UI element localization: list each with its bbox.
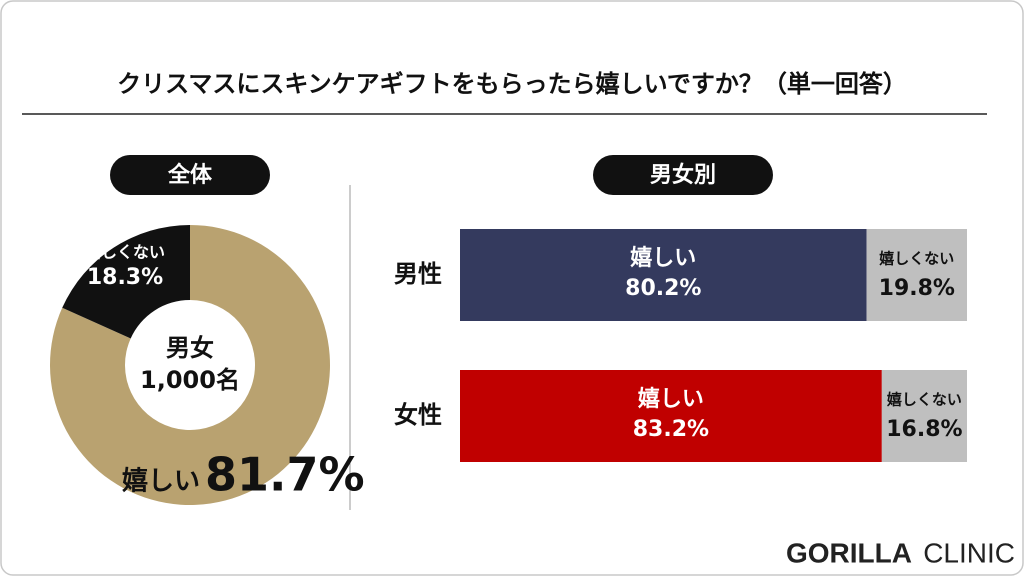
bar-segment	[460, 229, 867, 321]
logo-bold: GORILLA	[786, 537, 912, 568]
value-label: 19.8%	[879, 276, 955, 301]
value-label: 16.8%	[886, 417, 962, 442]
value-label: 83.2%	[633, 417, 709, 442]
slice-name: 嬉しくない	[84, 243, 165, 262]
segment-name: 嬉しくない	[886, 391, 962, 409]
donut-slice	[49, 225, 330, 505]
bar-segment	[881, 370, 967, 462]
slice-value: 18.3%	[87, 265, 163, 290]
value-label: 80.2%	[625, 276, 701, 301]
y-tick-label: 女性	[394, 401, 442, 429]
logo-light: CLINIC	[923, 537, 1015, 568]
slice-value: 81.7%	[205, 448, 365, 502]
heading-pill	[110, 155, 270, 195]
segment-name: 嬉しい	[630, 245, 696, 271]
chart-heading: 全体	[167, 162, 213, 188]
chart-heading: 男女別	[650, 162, 716, 188]
page-title: クリスマスにスキンケアギフトをもらったら嬉しいですか？（単一回答）	[117, 70, 907, 98]
bar-segment	[866, 229, 967, 321]
center-label: 1,000名	[140, 366, 240, 394]
bar-segment	[460, 370, 882, 462]
segment-name: 嬉しい	[638, 386, 704, 412]
segment-name: 嬉しくない	[878, 250, 954, 268]
y-tick-label: 男性	[394, 260, 442, 288]
donut-slice	[62, 225, 191, 339]
center-label: 男女	[166, 334, 214, 362]
slice-name: 嬉しい	[122, 467, 200, 497]
heading-pill	[593, 155, 773, 195]
